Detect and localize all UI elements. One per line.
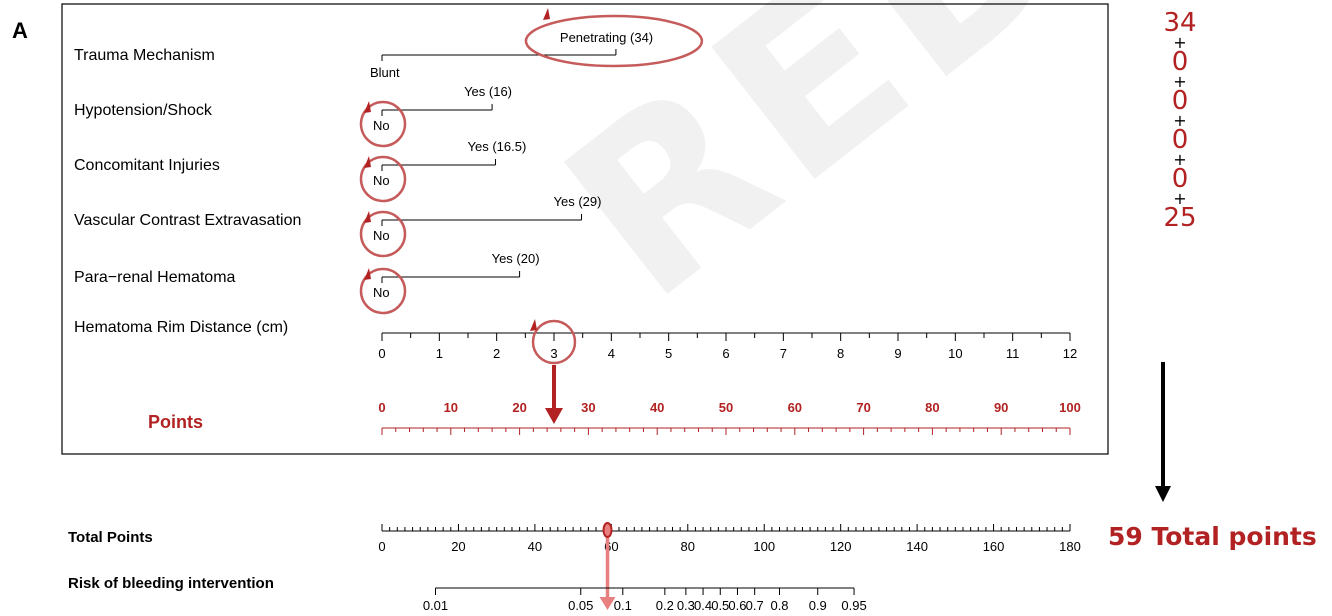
pointer-flag-4	[364, 268, 371, 280]
chart-frame	[61, 3, 1109, 455]
risk-arrow-head	[599, 597, 616, 610]
level-label-0-1: Penetrating (34)	[560, 30, 653, 45]
points-tick-label: 20	[512, 400, 526, 415]
total-points-tick-label: 140	[906, 539, 928, 554]
sum-term: 0	[1171, 47, 1189, 77]
total-points-tick-label: 80	[681, 539, 695, 554]
level-label-4-0: No	[373, 285, 390, 300]
total-points-tick-label: 40	[528, 539, 542, 554]
points-tick-label: 40	[650, 400, 664, 415]
variable-label-0: Trauma Mechanism	[74, 47, 215, 64]
points-tick-label: 70	[856, 400, 870, 415]
sum-plus-sign: +	[1173, 150, 1187, 169]
pointer-flag-1	[364, 101, 371, 113]
total-points-tick-label: 100	[753, 539, 775, 554]
sum-column: 34 +0 +0 +0 +0 +25	[1130, 10, 1230, 232]
points-tick-label: 30	[581, 400, 595, 415]
total-points-tick-label: 160	[983, 539, 1005, 554]
rim-distance-tick-label: 8	[837, 346, 844, 361]
selection-ring-2	[359, 155, 407, 203]
points-tick-label: 80	[925, 400, 939, 415]
level-label-4-1: Yes (20)	[492, 251, 540, 266]
points-tick-label: 10	[444, 400, 458, 415]
variable-label-3: Vascular Contrast Extravasation	[74, 212, 301, 229]
points-arrow-head	[545, 408, 563, 424]
rim-distance-tick-label: 12	[1063, 346, 1077, 361]
pointer-flag-2	[364, 156, 371, 168]
risk-tick-label: 0.95	[841, 598, 866, 613]
rim-distance-selection-ring	[531, 319, 577, 365]
sum-arrow-head	[1155, 486, 1171, 502]
risk-axis-label: Risk of bleeding intervention	[68, 575, 274, 592]
selection-ring-4	[359, 267, 407, 315]
pointer-flag-3	[364, 211, 371, 223]
total-points-tick-label: 120	[830, 539, 852, 554]
risk-tick-label: 0.4	[694, 598, 712, 613]
rim-distance-tick-label: 9	[894, 346, 901, 361]
risk-tick-label: 0.8	[770, 598, 788, 613]
rim-distance-tick-label: 4	[608, 346, 615, 361]
sum-plus-sign: +	[1173, 111, 1187, 130]
rim-distance-tick-label: 6	[722, 346, 729, 361]
points-tick-label: 50	[719, 400, 733, 415]
points-tick-label: 100	[1059, 400, 1081, 415]
rim-distance-tick-label: 11	[1006, 346, 1020, 361]
total-points-axis-label: Total Points	[68, 529, 153, 546]
risk-tick-label: 0.5	[711, 598, 729, 613]
level-label-1-1: Yes (16)	[464, 84, 512, 99]
level-label-0-0: Blunt	[370, 65, 400, 80]
level-label-3-0: No	[373, 228, 390, 243]
sum-term: 0	[1171, 164, 1189, 194]
rim-distance-pointer-flag	[530, 319, 537, 331]
risk-tick-label: 0.01	[423, 598, 448, 613]
sum-plus-sign: +	[1173, 189, 1187, 208]
points-tick-label: 90	[994, 400, 1008, 415]
level-label-2-0: No	[373, 173, 390, 188]
pointer-flag-0	[543, 8, 550, 20]
level-label-3-1: Yes (29)	[554, 194, 602, 209]
variable-label-4: Para−renal Hematoma	[74, 269, 236, 286]
selection-ring-1	[359, 100, 407, 148]
total-points-tick-label: 180	[1059, 539, 1081, 554]
risk-tick-label: 0.9	[809, 598, 827, 613]
risk-tick-label: 0.05	[568, 598, 593, 613]
rim-distance-tick-label: 2	[493, 346, 500, 361]
risk-tick-label: 0.6	[728, 598, 746, 613]
selection-ring-3	[359, 210, 407, 258]
sum-plus-sign: +	[1173, 72, 1187, 91]
rim-distance-tick-label: 7	[780, 346, 787, 361]
rim-distance-tick-label: 3	[550, 346, 557, 361]
points-tick-label: 60	[788, 400, 802, 415]
risk-tick-label: 0.1	[614, 598, 632, 613]
points-tick-label: 0	[378, 400, 385, 415]
level-label-1-0: No	[373, 118, 390, 133]
sum-term: 34	[1163, 8, 1197, 38]
level-label-2-1: Yes (16.5)	[468, 139, 527, 154]
sum-term: 25	[1163, 203, 1197, 233]
sum-term: 0	[1171, 86, 1189, 116]
total-points-annotation: 59 Total points	[1108, 522, 1317, 551]
rim-distance-tick-label: 10	[948, 346, 962, 361]
rim-distance-tick-label: 0	[378, 346, 385, 361]
total-points-marker	[602, 522, 613, 538]
total-points-tick-label: 20	[451, 539, 465, 554]
total-points-tick-label: 0	[378, 539, 385, 554]
risk-tick-label: 0.3	[677, 598, 695, 613]
rim-distance-label: Hematoma Rim Distance (cm)	[74, 319, 288, 336]
panel-label: A	[12, 18, 28, 43]
variable-label-1: Hypotension/Shock	[74, 102, 213, 119]
rim-distance-tick-label: 5	[665, 346, 672, 361]
risk-tick-label: 0.7	[746, 598, 764, 613]
sum-term: 0	[1171, 125, 1189, 155]
variable-label-2: Concomitant Injuries	[74, 157, 220, 174]
points-axis-label: Points	[148, 412, 203, 432]
rim-distance-tick-label: 1	[436, 346, 443, 361]
risk-tick-label: 0.2	[656, 598, 674, 613]
selection-ring-0	[524, 14, 704, 68]
sum-plus-sign: +	[1173, 33, 1187, 52]
